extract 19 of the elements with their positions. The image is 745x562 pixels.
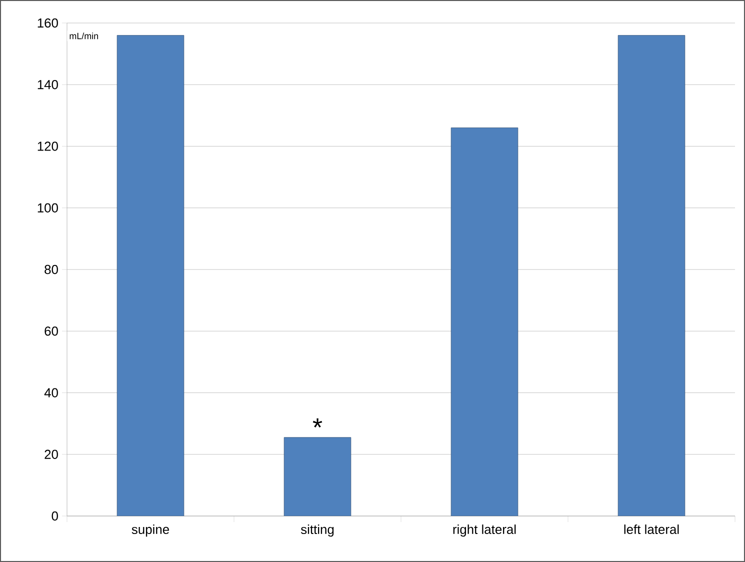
x-tick-label: left lateral	[624, 524, 679, 534]
y-tick-label: 40	[44, 388, 58, 398]
bar	[284, 437, 352, 516]
y-tick-label: 120	[38, 142, 58, 151]
y-tick-label: 80	[44, 264, 58, 274]
annotation: *	[312, 418, 322, 428]
y-tick-label: 140	[38, 80, 58, 90]
bar	[618, 35, 686, 516]
y-tick-label: 0	[52, 511, 58, 521]
y-tick-label: 160	[38, 18, 58, 28]
y-tick-label: 60	[44, 326, 58, 336]
x-tick-label: supine	[132, 524, 169, 537]
bar	[116, 35, 184, 516]
y-axis-title: mL/min	[70, 32, 98, 40]
x-tick-label: sitting	[300, 524, 334, 537]
y-tick-label: 20	[44, 450, 58, 459]
bar	[450, 128, 518, 516]
y-tick-label: 100	[38, 203, 58, 212]
x-tick-label: right lateral	[453, 524, 516, 537]
